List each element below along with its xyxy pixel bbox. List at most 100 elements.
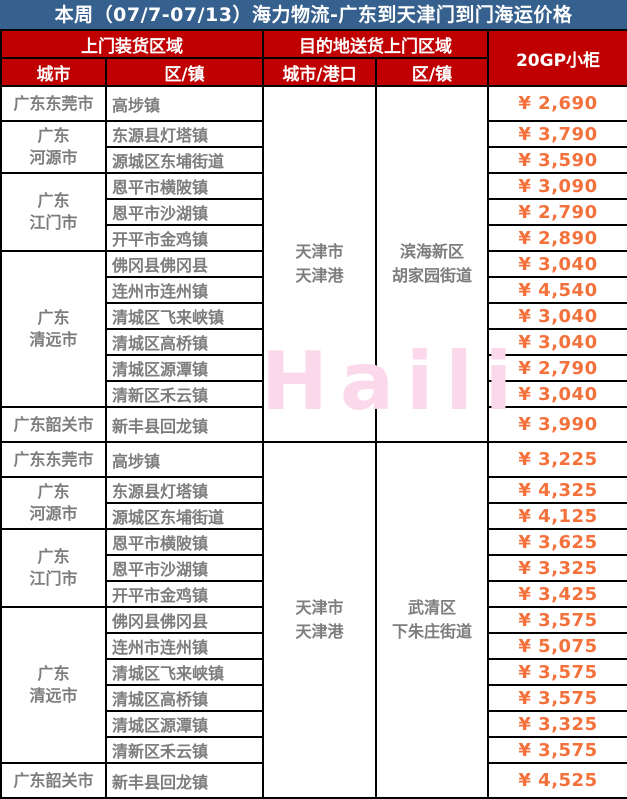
price-cell: ¥ 4,125 xyxy=(487,502,627,530)
table-row: 恩平市沙湖镇 ¥ 2,790 xyxy=(1,198,627,226)
price-cell: ¥ 3,575 xyxy=(487,736,627,764)
price-cell: ¥ 4,525 xyxy=(487,762,627,799)
table-row: 广东 河源市 东源县灯塔镇 ¥ 4,325 xyxy=(0,476,627,530)
price-cell: ¥ 3,040 xyxy=(487,250,627,278)
header-pickup-district: 区/镇 xyxy=(105,57,264,87)
dest-city-cell: 天津市 天津港 xyxy=(262,441,377,799)
price-cell: ¥ 2,690 xyxy=(487,85,627,122)
header-container-type: 20GP小柜 xyxy=(487,29,627,87)
table-row: 广东韶关市 新丰县回龙镇 ¥ 3,990 xyxy=(0,406,627,443)
city-cell: 广东韶关市 xyxy=(0,762,107,799)
district-cell: 佛冈县佛冈县 xyxy=(105,250,264,278)
district-cell: 开平市金鸡镇 xyxy=(105,580,264,608)
district-cell: 东源县灯塔镇 xyxy=(105,120,264,148)
table-row: 清新区禾云镇 ¥ 3,040 xyxy=(1,380,627,408)
city-cell: 广东 江门市 xyxy=(0,172,107,252)
price-cell: ¥ 3,590 xyxy=(487,146,627,174)
price-cell: ¥ 5,075 xyxy=(487,632,627,660)
header-dest-city-port: 城市/港口 xyxy=(262,57,377,87)
city-cell: 广东 江门市 xyxy=(0,528,107,608)
header-delivery-region: 目的地送货上门区域 xyxy=(262,29,489,59)
header-pickup-city: 城市 xyxy=(0,57,107,87)
city-cell: 广东 河源市 xyxy=(0,476,107,530)
district-cell: 恩平市沙湖镇 xyxy=(105,198,264,226)
price-cell: ¥ 3,990 xyxy=(487,406,627,443)
district-cell: 清城区飞来峡镇 xyxy=(105,302,264,330)
table-row: 清城区飞来峡镇 ¥ 3,575 xyxy=(1,658,627,686)
district-cell: 恩平市横陂镇 xyxy=(105,172,264,200)
price-cell: ¥ 3,040 xyxy=(487,328,627,356)
table-row: 清城区源潭镇 ¥ 3,325 xyxy=(1,710,627,738)
dest-district-cell: 武清区 下朱庄街道 xyxy=(375,441,489,799)
price-cell: ¥ 3,790 xyxy=(487,120,627,148)
district-cell: 连州市连州镇 xyxy=(105,632,264,660)
district-cell: 高埗镇 xyxy=(105,441,264,478)
price-cell: ¥ 3,225 xyxy=(487,441,627,478)
table-row: 广东 河源市 东源县灯塔镇 ¥ 3,790 xyxy=(0,120,627,174)
district-cell: 清新区禾云镇 xyxy=(105,380,264,408)
district-cell: 清城区源潭镇 xyxy=(105,710,264,738)
price-cell: ¥ 2,790 xyxy=(487,354,627,382)
district-cell: 新丰县回龙镇 xyxy=(105,762,264,799)
table-row: 源城区东埔街道 ¥ 4,125 xyxy=(1,502,627,530)
header-group-row: 上门装货区域 目的地送货上门区域 20GP小柜 xyxy=(0,29,627,87)
district-cell: 开平市金鸡镇 xyxy=(105,224,264,252)
table-row: 连州市连州镇 ¥ 4,540 xyxy=(1,276,627,304)
price-cell: ¥ 4,540 xyxy=(487,276,627,304)
price-cell: ¥ 3,575 xyxy=(487,606,627,634)
district-cell: 源城区东埔街道 xyxy=(105,146,264,174)
price-cell: ¥ 3,040 xyxy=(487,302,627,330)
price-cell: ¥ 3,325 xyxy=(487,710,627,738)
city-cell: 广东东莞市 xyxy=(0,441,107,478)
table-row: 广东东莞市 高埗镇 天津市 天津港 武清区 下朱庄街道 ¥ 3,225 xyxy=(0,441,627,799)
district-cell: 清新区禾云镇 xyxy=(105,736,264,764)
district-cell: 恩平市沙湖镇 xyxy=(105,554,264,582)
district-cell: 源城区东埔街道 xyxy=(105,502,264,530)
district-cell: 新丰县回龙镇 xyxy=(105,406,264,443)
district-cell: 佛冈县佛冈县 xyxy=(105,606,264,634)
sheet-title: 本周（07/7-07/13）海力物流-广东到天津门到门海运价格 xyxy=(0,0,627,29)
table-row: 清城区源潭镇 ¥ 2,790 xyxy=(1,354,627,382)
table-row: 清城区高桥镇 ¥ 3,575 xyxy=(1,684,627,712)
header-sub-row: 城市 区/镇 城市/港口 区/镇 xyxy=(0,57,627,87)
table-row: 广东 江门市 恩平市横陂镇 ¥ 3,625 xyxy=(0,528,627,608)
table-row: 源城区东埔街道 ¥ 3,590 xyxy=(1,146,627,174)
district-cell: 清城区高桥镇 xyxy=(105,328,264,356)
city-cell: 广东 河源市 xyxy=(0,120,107,174)
district-cell: 连州市连州镇 xyxy=(105,276,264,304)
table-row: 连州市连州镇 ¥ 5,075 xyxy=(1,632,627,660)
price-cell: ¥ 3,425 xyxy=(487,580,627,608)
city-cell: 广东 清远市 xyxy=(0,606,107,764)
district-cell: 清城区飞来峡镇 xyxy=(105,658,264,686)
price-cell: ¥ 2,790 xyxy=(487,198,627,226)
city-cell: 广东东莞市 xyxy=(0,85,107,122)
price-table: 上门装货区域 目的地送货上门区域 20GP小柜 城市 区/镇 城市/港口 区/镇… xyxy=(0,29,627,799)
price-cell: ¥ 3,625 xyxy=(487,528,627,556)
table-row: 开平市金鸡镇 ¥ 3,425 xyxy=(1,580,627,608)
district-cell: 清城区源潭镇 xyxy=(105,354,264,382)
table-row: 广东 江门市 恩平市横陂镇 ¥ 3,090 xyxy=(0,172,627,252)
table-row: 广东东莞市 高埗镇 天津市 天津港 滨海新区 胡家园街道 ¥ 2,690 xyxy=(0,85,627,443)
district-cell: 高埗镇 xyxy=(105,85,264,122)
price-cell: ¥ 3,325 xyxy=(487,554,627,582)
city-cell: 广东韶关市 xyxy=(0,406,107,443)
header-pickup-region: 上门装货区域 xyxy=(0,29,264,59)
dest-city-cell: 天津市 天津港 xyxy=(262,85,377,443)
header-dest-district: 区/镇 xyxy=(375,57,489,87)
price-cell: ¥ 3,575 xyxy=(487,658,627,686)
price-cell: ¥ 3,040 xyxy=(487,380,627,408)
price-cell: ¥ 3,575 xyxy=(487,684,627,712)
city-cell: 广东 清远市 xyxy=(0,250,107,408)
table-row: 恩平市沙湖镇 ¥ 3,325 xyxy=(1,554,627,582)
dest-district-cell: 滨海新区 胡家园街道 xyxy=(375,85,489,443)
district-cell: 清城区高桥镇 xyxy=(105,684,264,712)
table-row: 广东 清远市 佛冈县佛冈县 ¥ 3,040 xyxy=(0,250,627,408)
price-cell: ¥ 3,090 xyxy=(487,172,627,200)
district-cell: 东源县灯塔镇 xyxy=(105,476,264,504)
price-cell: ¥ 2,890 xyxy=(487,224,627,252)
table-row: 清城区飞来峡镇 ¥ 3,040 xyxy=(1,302,627,330)
price-cell: ¥ 4,325 xyxy=(487,476,627,504)
district-cell: 恩平市横陂镇 xyxy=(105,528,264,556)
table-row: 开平市金鸡镇 ¥ 2,890 xyxy=(1,224,627,252)
